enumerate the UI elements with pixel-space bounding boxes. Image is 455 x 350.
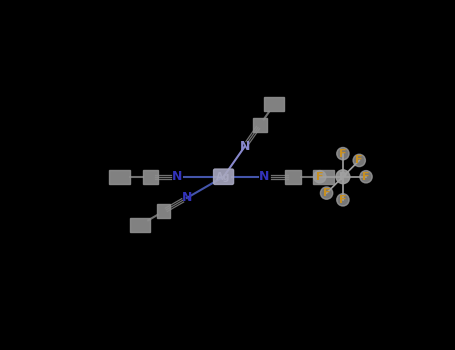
- Bar: [285, 170, 301, 184]
- Circle shape: [353, 154, 365, 167]
- Text: N: N: [182, 191, 192, 204]
- Bar: [313, 170, 334, 184]
- FancyBboxPatch shape: [213, 169, 233, 184]
- Circle shape: [313, 170, 326, 183]
- Circle shape: [337, 147, 349, 160]
- Text: F: F: [362, 172, 370, 182]
- Text: N: N: [240, 140, 250, 153]
- Text: N: N: [172, 170, 182, 183]
- Circle shape: [360, 170, 372, 183]
- Circle shape: [320, 187, 333, 199]
- Text: N: N: [259, 170, 269, 183]
- Bar: [157, 204, 171, 218]
- Bar: [109, 170, 131, 184]
- Circle shape: [337, 194, 349, 206]
- Bar: [253, 118, 267, 132]
- Bar: [264, 97, 284, 111]
- Bar: [130, 218, 150, 232]
- Text: F: F: [316, 172, 324, 182]
- Text: P: P: [339, 172, 347, 182]
- Bar: [143, 170, 158, 184]
- Circle shape: [336, 170, 350, 184]
- Text: F: F: [323, 188, 330, 198]
- Text: F: F: [339, 195, 347, 205]
- Text: F: F: [339, 149, 347, 159]
- Text: Ag: Ag: [216, 172, 231, 182]
- Text: F: F: [355, 155, 363, 166]
